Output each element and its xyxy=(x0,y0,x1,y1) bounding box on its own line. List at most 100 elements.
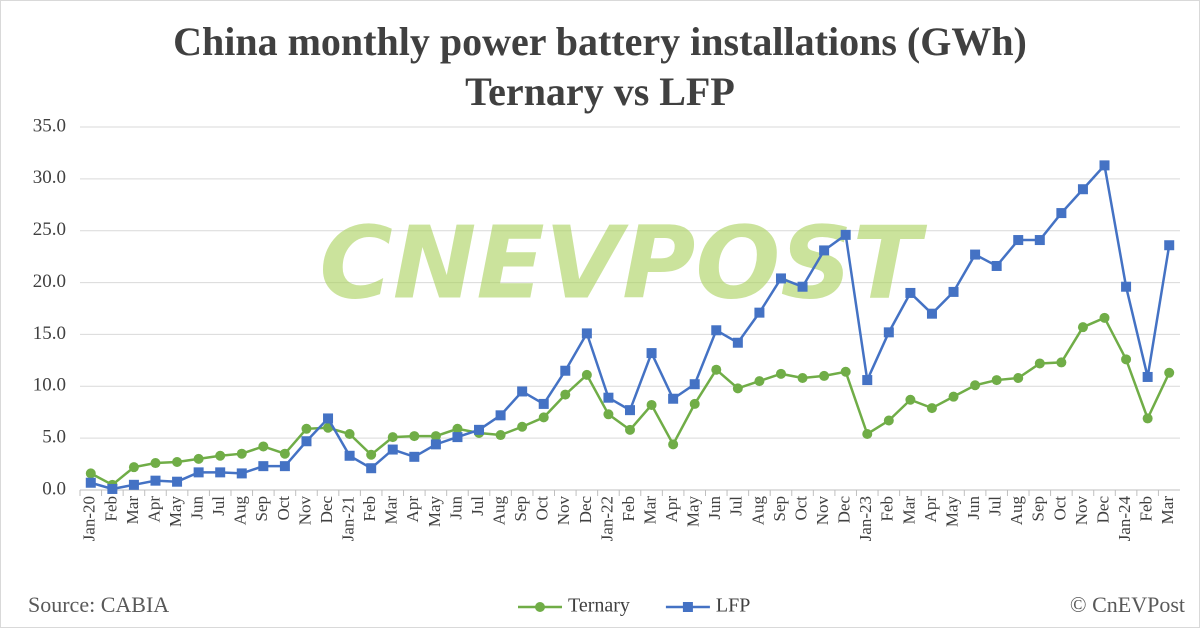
marker xyxy=(1013,235,1024,246)
marker xyxy=(970,380,981,391)
marker xyxy=(625,405,635,416)
x-tick-label: Jul xyxy=(727,496,746,516)
marker xyxy=(819,370,830,381)
x-tick-label: May xyxy=(166,496,185,528)
marker xyxy=(215,450,226,461)
marker xyxy=(236,468,247,479)
x-tick-label: Jul xyxy=(209,496,228,516)
x-tick-label: Mar xyxy=(899,496,918,525)
x-tick-label: Dec xyxy=(576,496,595,524)
marker xyxy=(366,449,377,460)
marker xyxy=(840,229,851,240)
y-tick-label: 25.0 xyxy=(33,219,66,240)
y-tick-label: 35.0 xyxy=(33,115,66,136)
marker xyxy=(517,386,528,397)
marker xyxy=(905,287,916,298)
marker xyxy=(1142,413,1153,424)
marker xyxy=(732,383,743,394)
watermark: CNEVPOST xyxy=(319,204,927,321)
marker xyxy=(646,399,657,410)
marker xyxy=(150,475,161,486)
marker xyxy=(1034,358,1045,369)
x-tick-label: Dec xyxy=(317,496,336,524)
marker xyxy=(840,366,851,377)
marker xyxy=(193,467,204,478)
marker xyxy=(991,375,1002,386)
marker xyxy=(560,365,571,376)
x-tick-label: Jan-20 xyxy=(80,496,99,541)
x-tick-label: Feb xyxy=(101,496,120,522)
marker xyxy=(323,422,334,433)
x-tick-label: Jan-21 xyxy=(339,496,358,541)
marker xyxy=(948,391,959,402)
marker xyxy=(85,468,96,479)
source: Source: CABIA xyxy=(28,592,169,617)
marker xyxy=(387,444,398,455)
x-tick-label: Oct xyxy=(1050,496,1069,521)
legend-label: LFP xyxy=(716,595,750,617)
marker xyxy=(797,372,808,383)
marker xyxy=(1013,372,1024,383)
x-tick-label: Jun xyxy=(188,496,207,520)
marker xyxy=(474,424,485,435)
x-tick-label: Feb xyxy=(360,496,379,522)
marker xyxy=(797,281,808,292)
marker xyxy=(1121,281,1132,292)
marker xyxy=(495,410,506,421)
marker xyxy=(1056,357,1067,368)
marker xyxy=(732,337,743,348)
x-tick-label: Jun xyxy=(964,496,983,520)
marker xyxy=(452,423,463,434)
marker xyxy=(668,439,679,450)
marker xyxy=(754,376,765,387)
marker xyxy=(279,461,290,472)
x-tick-label: Oct xyxy=(274,496,293,521)
marker xyxy=(970,249,981,260)
marker xyxy=(1142,371,1153,382)
x-tick-label: Apr xyxy=(662,496,681,523)
x-tick-label: Aug xyxy=(489,496,508,526)
y-tick-label: 20.0 xyxy=(33,271,66,292)
marker xyxy=(1056,208,1067,219)
marker xyxy=(495,430,506,441)
marker xyxy=(172,456,183,467)
marker xyxy=(150,458,161,469)
marker xyxy=(711,325,722,336)
marker xyxy=(926,403,937,414)
y-tick-label: 10.0 xyxy=(33,375,66,396)
x-tick-label: Jan-24 xyxy=(1115,496,1134,542)
marker xyxy=(107,483,118,494)
x-tick-label: May xyxy=(942,496,961,528)
x-tick-label: Sep xyxy=(511,496,530,522)
x-tick-label: May xyxy=(684,496,703,528)
marker xyxy=(603,392,614,403)
x-tick-label: Oct xyxy=(533,496,552,521)
marker xyxy=(301,423,312,434)
y-tick-label: 0.0 xyxy=(42,478,66,499)
marker xyxy=(1164,240,1175,251)
legend-marker xyxy=(535,602,545,612)
x-tick-label: Apr xyxy=(921,496,940,523)
marker xyxy=(366,463,377,474)
marker xyxy=(1099,160,1110,171)
marker xyxy=(452,432,463,443)
marker xyxy=(754,307,765,318)
x-tick-label: Nov xyxy=(295,496,314,526)
marker xyxy=(775,368,786,379)
y-tick-label: 15.0 xyxy=(33,323,66,344)
marker xyxy=(430,431,441,442)
x-tick-label: Sep xyxy=(1029,496,1048,522)
marker xyxy=(279,448,290,459)
y-tick-label: 30.0 xyxy=(33,167,66,188)
marker xyxy=(409,451,420,462)
marker xyxy=(948,286,959,297)
x-tick-label: Nov xyxy=(813,496,832,526)
marker xyxy=(301,436,312,447)
marker xyxy=(236,448,247,459)
x-tick-label: Jun xyxy=(446,496,465,520)
marker xyxy=(258,441,269,452)
marker xyxy=(689,398,700,409)
x-tick-label: Feb xyxy=(619,496,638,522)
marker xyxy=(409,431,420,442)
